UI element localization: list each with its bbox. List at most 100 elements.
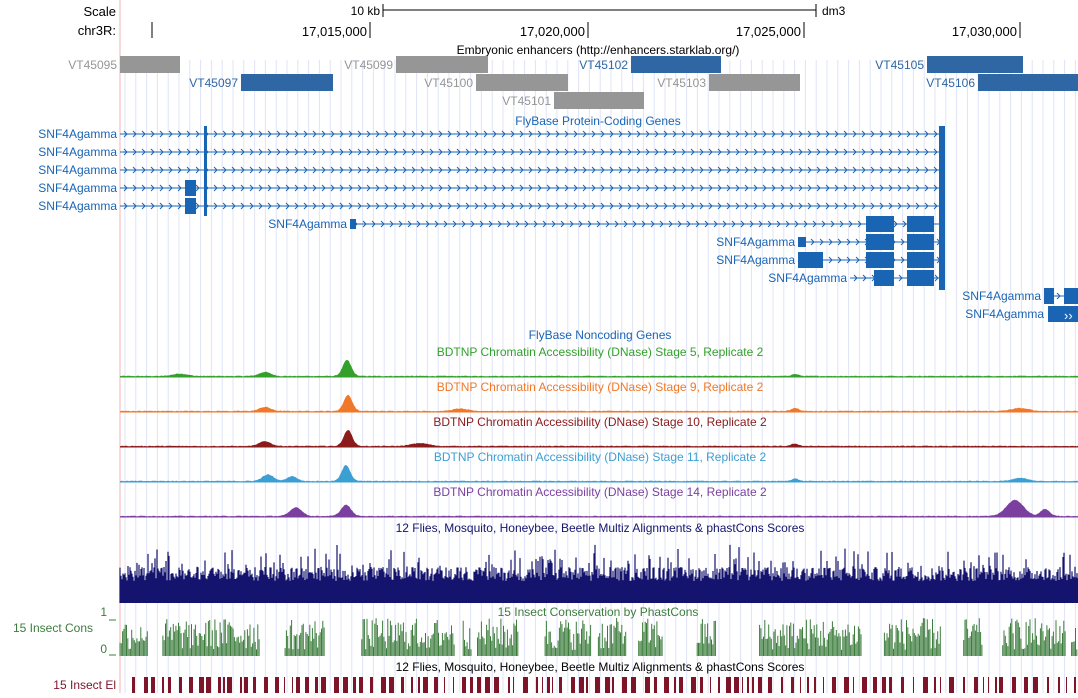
conserved-element[interactable]	[983, 677, 984, 693]
conserved-element[interactable]	[768, 677, 772, 693]
gene-label[interactable]: SNF4Agamma	[716, 253, 795, 267]
conserved-element[interactable]	[536, 677, 538, 693]
gene-exon[interactable]	[798, 237, 806, 247]
conserved-element[interactable]	[552, 677, 553, 693]
conserved-element[interactable]	[453, 677, 454, 693]
conserved-element[interactable]	[734, 677, 739, 693]
conserved-element[interactable]	[218, 677, 221, 693]
gene-exon[interactable]	[907, 270, 934, 286]
enhancer-label[interactable]: VT45101	[502, 94, 551, 108]
conserved-element[interactable]	[595, 677, 600, 693]
enhancer-feature[interactable]	[476, 74, 568, 91]
conserved-element[interactable]	[605, 677, 610, 693]
conserved-element[interactable]	[359, 677, 363, 693]
conserved-element[interactable]	[913, 677, 914, 693]
conserved-element[interactable]	[292, 677, 293, 693]
conserved-element[interactable]	[691, 677, 696, 693]
conserved-element[interactable]	[882, 677, 886, 693]
conserved-element[interactable]	[485, 677, 490, 693]
conserved-element[interactable]	[622, 677, 627, 693]
conserved-element[interactable]	[901, 677, 904, 693]
conserved-element[interactable]	[742, 677, 743, 693]
conserved-element[interactable]	[862, 677, 867, 693]
conserved-element[interactable]	[179, 677, 182, 693]
conserved-element[interactable]	[264, 677, 268, 693]
conserved-element[interactable]	[547, 677, 550, 693]
conserved-element[interactable]	[434, 677, 438, 693]
conserved-element[interactable]	[223, 677, 225, 693]
gene-exon[interactable]	[798, 252, 823, 268]
conserved-element[interactable]	[889, 677, 892, 693]
enhancer-feature[interactable]	[631, 56, 721, 73]
conserved-element[interactable]	[401, 677, 404, 693]
conserved-element[interactable]	[807, 677, 809, 693]
conserved-element[interactable]	[227, 677, 232, 693]
enhancer-label[interactable]: VT45099	[344, 58, 393, 72]
conserved-element[interactable]	[244, 677, 248, 693]
conserved-element[interactable]	[645, 677, 650, 693]
conserved-element[interactable]	[199, 677, 204, 693]
enhancer-feature[interactable]	[554, 92, 644, 109]
enhancer-label[interactable]: VT45097	[189, 76, 238, 90]
enhancer-label[interactable]: VT45103	[657, 76, 706, 90]
conserved-element[interactable]	[284, 677, 285, 693]
conserved-element[interactable]	[423, 677, 428, 693]
conserved-element[interactable]	[934, 677, 936, 693]
conserved-element[interactable]	[747, 677, 749, 693]
conserved-element[interactable]	[1047, 677, 1049, 693]
gene-exon[interactable]	[907, 252, 934, 268]
conserved-element[interactable]	[791, 677, 794, 693]
enhancer-feature[interactable]	[241, 74, 333, 91]
conserved-element[interactable]	[353, 677, 356, 693]
conserved-element[interactable]	[674, 677, 676, 693]
conserved-element[interactable]	[462, 677, 466, 693]
conserved-element[interactable]	[206, 677, 211, 693]
gene-label[interactable]: SNF4Agamma	[716, 235, 795, 249]
conserved-element[interactable]	[832, 677, 836, 693]
conserved-element[interactable]	[315, 677, 318, 693]
conserved-element[interactable]	[814, 677, 816, 693]
gene-label[interactable]: SNF4Agamma	[38, 127, 117, 141]
conserved-element[interactable]	[963, 677, 965, 693]
conserved-element[interactable]	[494, 677, 499, 693]
gene-label[interactable]: SNF4Agamma	[962, 289, 1041, 303]
conserved-element[interactable]	[542, 677, 543, 693]
conserved-element[interactable]	[523, 677, 528, 693]
conserved-element[interactable]	[144, 677, 148, 693]
gene-exon[interactable]	[866, 234, 894, 250]
conserved-element[interactable]	[240, 677, 242, 693]
conserved-element[interactable]	[873, 677, 877, 693]
gene-exon[interactable]	[1048, 306, 1078, 322]
enhancer-label[interactable]: VT45100	[424, 76, 473, 90]
gene-label[interactable]: SNF4Agamma	[38, 145, 117, 159]
conserved-element[interactable]	[189, 677, 193, 693]
gene-exon[interactable]	[866, 252, 894, 268]
conserved-element[interactable]	[1033, 677, 1038, 693]
enhancer-feature[interactable]	[709, 74, 800, 91]
conserved-element[interactable]	[800, 677, 801, 693]
conserved-element[interactable]	[654, 677, 657, 693]
gene-label[interactable]: SNF4Agamma	[965, 307, 1044, 321]
conserved-element[interactable]	[389, 677, 394, 693]
gene-exon[interactable]	[874, 270, 894, 286]
gene-exon[interactable]	[907, 234, 934, 250]
conserved-element[interactable]	[513, 677, 514, 693]
conserved-element[interactable]	[923, 677, 928, 693]
conserved-element[interactable]	[823, 677, 824, 693]
conserved-element[interactable]	[940, 677, 941, 693]
conserved-element[interactable]	[844, 677, 849, 693]
conserved-element[interactable]	[321, 677, 326, 693]
conserved-element[interactable]	[579, 677, 584, 693]
conserved-element[interactable]	[508, 677, 510, 693]
conserved-element[interactable]	[710, 677, 711, 693]
conserved-element[interactable]	[612, 677, 614, 693]
conserved-element[interactable]	[1024, 677, 1028, 693]
conserved-element[interactable]	[334, 677, 339, 693]
conserved-element[interactable]	[949, 677, 954, 693]
conserved-element[interactable]	[253, 677, 256, 693]
conserved-element[interactable]	[718, 677, 720, 693]
conserved-element[interactable]	[664, 677, 669, 693]
conserved-element[interactable]	[726, 677, 731, 693]
conserved-element[interactable]	[162, 677, 164, 693]
conserved-element[interactable]	[988, 677, 989, 693]
